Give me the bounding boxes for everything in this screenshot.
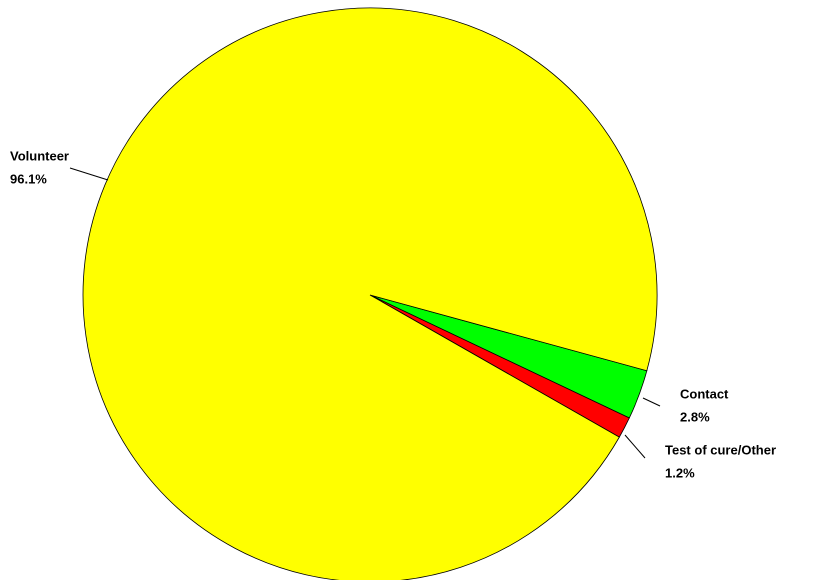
slice-label: Contact [680,386,729,401]
slice-label: Test of cure/Other [665,442,776,457]
pie-slice [82,7,658,580]
slice-label: Volunteer [10,148,69,163]
slice-value-label: 1.2% [665,465,695,480]
leader-line [642,397,661,407]
leader-line [624,434,646,459]
slice-value-label: 2.8% [680,409,710,424]
leader-line [69,167,109,181]
slice-value-label: 96.1% [10,171,47,186]
